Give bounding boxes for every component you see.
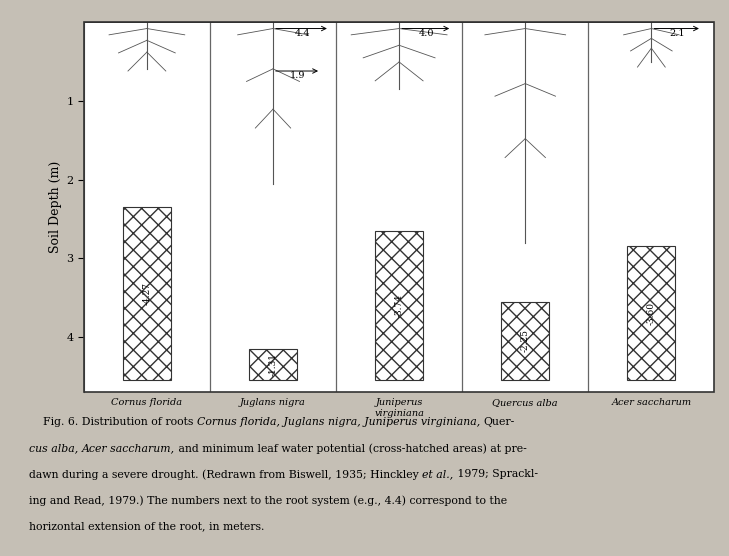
- Text: dawn during a severe drought. (Redrawn from Biswell, 1935; Hinckley: dawn during a severe drought. (Redrawn f…: [29, 469, 422, 480]
- Text: Cornus florida, Juglans nigra, Juniperus virginiana,: Cornus florida, Juglans nigra, Juniperus…: [197, 418, 484, 428]
- Text: -4.27: -4.27: [142, 282, 152, 305]
- Text: Juglans nigra: Juglans nigra: [240, 398, 306, 408]
- Text: 1979; Sprackl-: 1979; Sprackl-: [453, 469, 538, 479]
- Bar: [249, 349, 297, 380]
- Text: and minimum leaf water potential (cross-hatched areas) at pre-: and minimum leaf water potential (cross-…: [175, 444, 527, 454]
- Text: Quer-: Quer-: [484, 418, 515, 428]
- Bar: [502, 301, 549, 380]
- Text: -1.31: -1.31: [268, 353, 278, 376]
- Text: 4.4: 4.4: [295, 29, 311, 38]
- Y-axis label: Soil Depth (m): Soil Depth (m): [49, 161, 62, 253]
- Bar: [628, 246, 675, 380]
- Text: 2.1: 2.1: [670, 29, 685, 38]
- Text: Cornus florida: Cornus florida: [112, 398, 182, 408]
- Text: horizontal extension of the root, in meters.: horizontal extension of the root, in met…: [29, 522, 265, 532]
- Text: 4.0: 4.0: [419, 29, 434, 38]
- Text: Fig. 6. Distribution of roots: Fig. 6. Distribution of roots: [29, 418, 197, 428]
- Text: et al.,: et al.,: [422, 469, 453, 479]
- Text: Acer saccharum,: Acer saccharum,: [82, 444, 175, 454]
- Text: -2.25: -2.25: [521, 329, 530, 353]
- Text: Juniperus
virginiana: Juniperus virginiana: [374, 398, 424, 418]
- Text: Acer saccharum: Acer saccharum: [612, 398, 691, 408]
- Text: 1.9: 1.9: [290, 72, 305, 81]
- Bar: [375, 231, 423, 380]
- Text: -3.60: -3.60: [647, 302, 656, 325]
- Text: cus alba,: cus alba,: [29, 444, 82, 454]
- Text: -3.74: -3.74: [394, 294, 404, 317]
- Bar: [123, 207, 171, 380]
- Text: ing and Read, 1979.) The numbers next to the root system (e.g., 4.4) correspond : ing and Read, 1979.) The numbers next to…: [29, 495, 507, 506]
- Text: Quercus alba: Quercus alba: [492, 398, 558, 408]
